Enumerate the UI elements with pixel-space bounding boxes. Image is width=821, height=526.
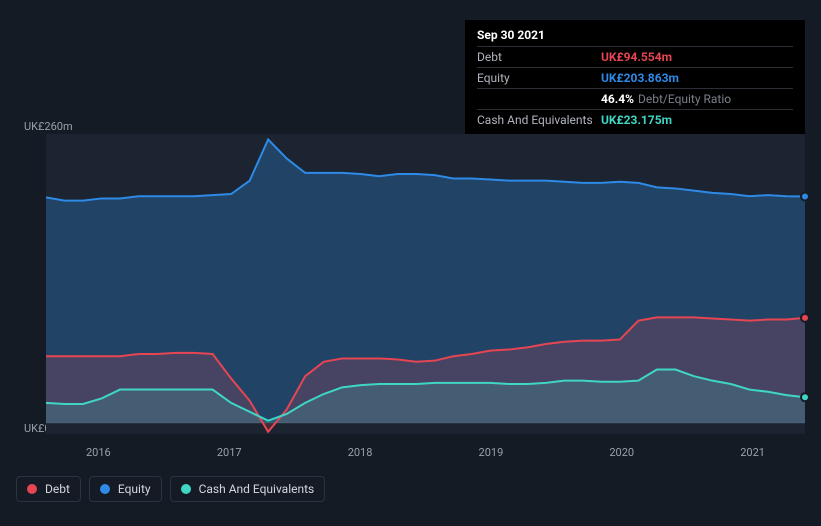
legend-item-debt[interactable]: Debt [16,476,81,502]
tooltip-row: 46.4%Debt/Equity Ratio [477,88,793,109]
series-end-marker-cash-and-equivalents [801,393,809,401]
tooltip-rows: DebtUK£94.554mEquityUK£203.863m46.4%Debt… [477,46,793,130]
x-axis-labels: 2016 2017 2018 2019 2020 2021 [46,446,805,459]
legend-item-cash-and-equivalents[interactable]: Cash And Equivalents [170,476,326,502]
tooltip-row-value: 46.4%Debt/Equity Ratio [601,92,731,106]
chart-legend: Debt Equity Cash And Equivalents [16,476,325,502]
legend-item-label: Cash And Equivalents [199,482,315,496]
tooltip-row: DebtUK£94.554m [477,46,793,67]
legend-item-label: Equity [118,482,151,496]
x-axis-tick-label: 2016 [86,446,111,459]
tooltip-row-value: UK£94.554m [601,50,672,64]
x-axis-tick-label: 2017 [217,446,242,459]
tooltip-row-label: Equity [477,71,601,85]
legend-color-icon [181,484,191,494]
x-axis-tick-label: 2020 [609,446,634,459]
tooltip-row-sublabel: Debt/Equity Ratio [638,92,731,106]
legend-item-label: Debt [45,482,70,496]
y-axis-max-label: UK£260m [24,120,73,133]
tooltip-row-label [477,92,601,106]
area-chart[interactable] [16,134,805,434]
x-axis-tick-label: 2019 [479,446,504,459]
series-end-marker-debt [801,314,809,322]
legend-color-icon [27,484,37,494]
series-end-marker-equity [801,192,809,200]
x-axis-tick-label: 2018 [348,446,373,459]
x-axis-tick-label: 2021 [740,446,765,459]
tooltip-date: Sep 30 2021 [477,28,793,46]
chart-container: UK£260m UK£0 201620172018201920202021 De… [16,120,805,506]
tooltip-row: EquityUK£203.863m [477,67,793,88]
tooltip-row-value: UK£203.863m [601,71,679,85]
legend-color-icon [100,484,110,494]
legend-item-equity[interactable]: Equity [89,476,162,502]
tooltip-row-label: Debt [477,50,601,64]
